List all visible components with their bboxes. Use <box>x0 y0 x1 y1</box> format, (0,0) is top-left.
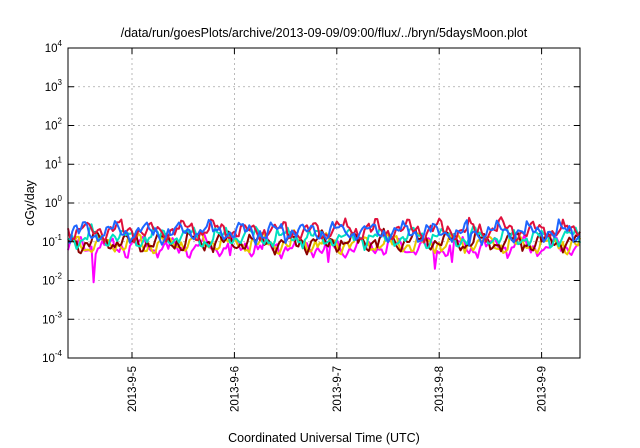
y-tick-exponent: 1 <box>58 155 63 164</box>
x-axis: 2013-9-5 2013-9-6 2013-9-7 2013-9-8 2013-9-9 <box>127 48 549 412</box>
y-tick-label: 103 <box>45 78 63 94</box>
y-tick-exponent: -4 <box>55 349 63 358</box>
x-tick-label: 2013-9-5 <box>127 366 139 412</box>
y-tick-label: 10-1 <box>42 233 62 249</box>
y-tick-base: 10 <box>42 237 55 249</box>
y-tick-base: 10 <box>45 43 58 55</box>
y-tick-base: 10 <box>42 353 55 365</box>
y-tick-base: 10 <box>42 314 55 326</box>
x-tick-label: 2013-9-9 <box>537 366 549 412</box>
y-tick-label: 10-4 <box>42 349 62 365</box>
y-tick-label: 104 <box>45 39 63 55</box>
series-line <box>67 218 581 247</box>
y-tick-exponent: 3 <box>58 78 63 87</box>
y-axis-label: cGy/day <box>23 179 37 226</box>
x-tick-label: 2013-9-6 <box>229 366 241 412</box>
y-tick-exponent: 0 <box>58 194 63 203</box>
y-tick-base: 10 <box>45 159 58 171</box>
x-tick-label: 2013-9-8 <box>434 366 446 412</box>
y-tick-label: 101 <box>45 155 63 171</box>
y-tick-exponent: 2 <box>58 117 63 126</box>
grid-lines <box>68 48 580 358</box>
y-tick-exponent: -3 <box>55 310 63 319</box>
chart-title: /data/run/goesPlots/archive/2013-09-09/0… <box>121 26 528 40</box>
y-tick-base: 10 <box>45 121 58 133</box>
y-tick-exponent: -1 <box>55 233 63 242</box>
y-tick-exponent: -2 <box>55 272 63 281</box>
x-axis-label: Coordinated Universal Time (UTC) <box>228 431 420 445</box>
y-tick-label: 10-2 <box>42 272 62 288</box>
y-tick-base: 10 <box>45 82 58 94</box>
y-tick-base: 10 <box>45 198 58 210</box>
y-tick-label: 100 <box>45 194 63 210</box>
data-series <box>67 216 581 284</box>
x-tick-label: 2013-9-7 <box>332 366 344 412</box>
y-tick-label: 10-3 <box>42 310 62 326</box>
y-tick-exponent: 4 <box>58 39 63 48</box>
y-tick-base: 10 <box>42 276 55 288</box>
y-tick-label: 102 <box>45 117 63 133</box>
